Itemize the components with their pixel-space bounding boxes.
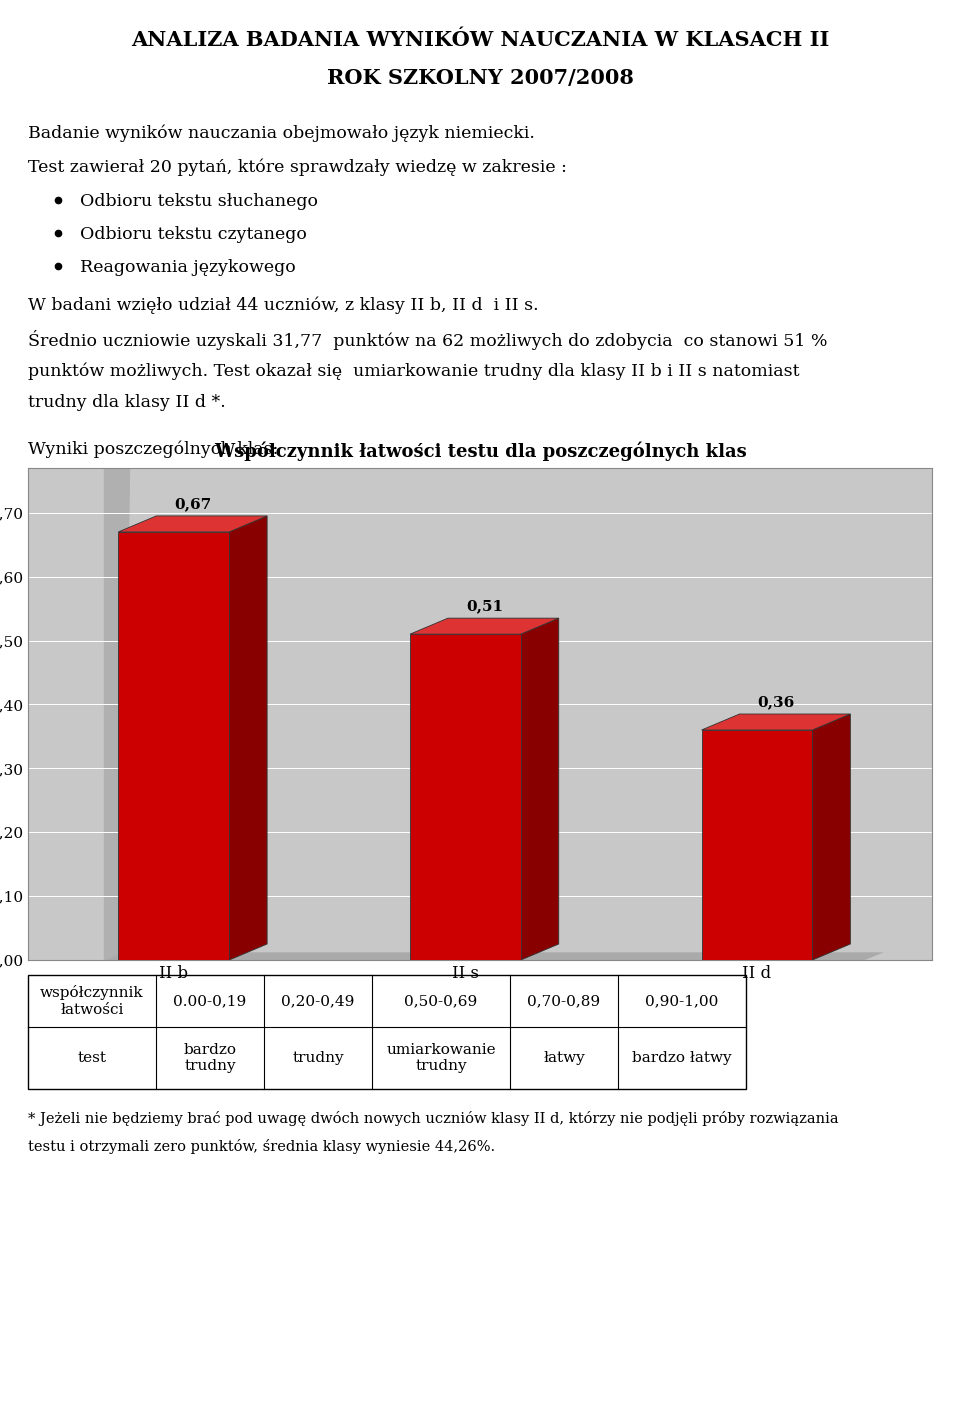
Polygon shape (410, 634, 521, 960)
Text: * Jeżeli nie będziemy brać pod uwagę dwóch nowych uczniów klasy II d, którzy nie: * Jeżeli nie będziemy brać pod uwagę dwó… (28, 1110, 839, 1126)
Text: 0,90-1,00: 0,90-1,00 (645, 994, 719, 1008)
Text: ROK SZKOLNY 2007/2008: ROK SZKOLNY 2007/2008 (326, 69, 634, 88)
Text: Odbioru tekstu czytanego: Odbioru tekstu czytanego (80, 226, 307, 243)
Text: Reagowania językowego: Reagowania językowego (80, 259, 296, 276)
Polygon shape (118, 516, 267, 531)
Text: 0,50-0,69: 0,50-0,69 (404, 994, 478, 1008)
Text: umiarkowanie
trudny: umiarkowanie trudny (386, 1043, 495, 1073)
Text: bardzo
trudny: bardzo trudny (183, 1043, 236, 1073)
Text: 0,70-0,89: 0,70-0,89 (527, 994, 601, 1008)
Text: 0.00-0,19: 0.00-0,19 (174, 994, 247, 1008)
Polygon shape (118, 531, 229, 960)
Polygon shape (521, 618, 559, 960)
Text: trudny dla klasy II d *.: trudny dla klasy II d *. (28, 394, 226, 411)
Text: współczynnik
łatwości: współczynnik łatwości (40, 986, 144, 1016)
Text: ANALIZA BADANIA WYNIKÓW NAUCZANIA W KLASACH II: ANALIZA BADANIA WYNIKÓW NAUCZANIA W KLAS… (131, 29, 829, 50)
Polygon shape (229, 516, 267, 960)
Text: Wyniki poszczególnych klas:: Wyniki poszczególnych klas: (28, 440, 278, 457)
Text: testu i otrzymali zero punktów, średnia klasy wyniesie 44,26%.: testu i otrzymali zero punktów, średnia … (28, 1138, 495, 1154)
Text: trudny: trudny (292, 1052, 344, 1066)
Text: Test zawierał 20 pytań, które sprawdzały wiedzę w zakresie :: Test zawierał 20 pytań, które sprawdzały… (28, 158, 566, 175)
Text: 0,67: 0,67 (174, 496, 211, 510)
Polygon shape (410, 618, 559, 634)
Polygon shape (104, 952, 884, 960)
Text: 0,20-0,49: 0,20-0,49 (281, 994, 354, 1008)
Text: łatwy: łatwy (543, 1052, 585, 1066)
Bar (28, 974, 746, 1089)
Text: punktów możliwych. Test okazał się  umiarkowanie trudny dla klasy II b i II s na: punktów możliwych. Test okazał się umiar… (28, 362, 800, 380)
Title: Współczynnik łatwości testu dla poszczególnych klas: Współczynnik łatwości testu dla poszczeg… (214, 442, 746, 461)
Text: test: test (78, 1052, 107, 1066)
Text: bardzo łatwy: bardzo łatwy (633, 1052, 732, 1066)
Text: Badanie wyników nauczania obejmowało język niemiecki.: Badanie wyników nauczania obejmowało jęz… (28, 125, 535, 143)
Text: 0,36: 0,36 (757, 695, 795, 709)
Polygon shape (702, 730, 812, 960)
Polygon shape (702, 714, 851, 730)
Text: W badani wzięło udział 44 uczniów, z klasy II b, II d  i II s.: W badani wzięło udział 44 uczniów, z kla… (28, 296, 539, 314)
Text: Odbioru tekstu słuchanego: Odbioru tekstu słuchanego (80, 193, 318, 210)
Text: Średnio uczniowie uzyskali 31,77  punktów na 62 możliwych do zdobycia  co stanow: Średnio uczniowie uzyskali 31,77 punktów… (28, 329, 828, 350)
Polygon shape (104, 460, 131, 960)
Text: 0,51: 0,51 (466, 599, 503, 613)
Polygon shape (812, 714, 851, 960)
